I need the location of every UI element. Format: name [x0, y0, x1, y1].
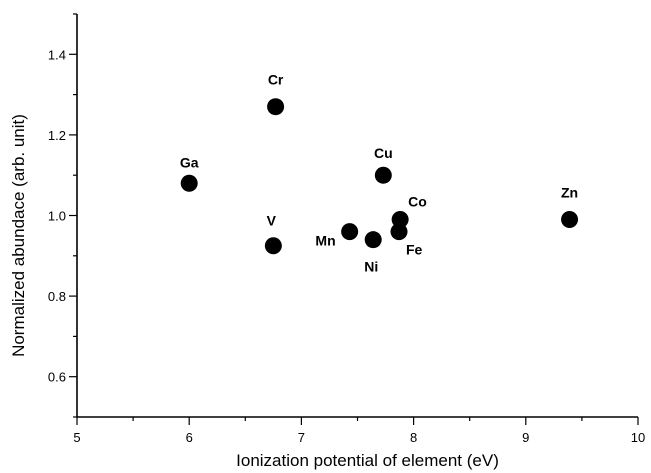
point-label-zn: Zn: [561, 185, 578, 201]
x-tick-label: 8: [410, 430, 417, 445]
point-label-ni: Ni: [364, 259, 378, 275]
point-label-fe: Fe: [406, 242, 423, 258]
y-tick-label: 1.2: [48, 128, 66, 143]
data-point-zn: [561, 211, 579, 229]
data-points: Ga Cr V Mn Ni Cu Co Fe Zn: [180, 72, 578, 275]
data-point-fe: [390, 223, 408, 241]
y-axis-title: Normalized abundace (arb. unit): [9, 114, 28, 357]
x-axis-title: Ionization potential of element (eV): [236, 451, 499, 470]
data-point-cu: [374, 166, 392, 184]
data-point-v: [264, 237, 282, 255]
y-tick-label: 0.8: [48, 289, 66, 304]
data-point-ni: [364, 231, 382, 249]
x-tick-label: 10: [631, 430, 645, 445]
x-tick-label: 7: [298, 430, 305, 445]
x-tick-label: 5: [73, 430, 80, 445]
data-point-mn: [341, 223, 359, 241]
point-label-cu: Cu: [374, 145, 393, 161]
point-label-ga: Ga: [180, 154, 199, 170]
x-tick-label: 9: [522, 430, 529, 445]
y-tick-label: 1.4: [48, 47, 66, 62]
point-label-mn: Mn: [315, 233, 335, 249]
point-label-cr: Cr: [268, 72, 284, 88]
point-label-co: Co: [408, 194, 427, 210]
y-tick-label: 0.6: [48, 370, 66, 385]
x-ticks: 5 6 7 8 9 10: [73, 417, 645, 445]
y-ticks: 0.6 0.8 1.0 1.2 1.4: [48, 13, 77, 418]
point-label-v: V: [267, 213, 277, 229]
data-point-cr: [267, 98, 285, 116]
y-tick-label: 1.0: [48, 209, 66, 224]
axes: [76, 14, 638, 418]
data-point-ga: [180, 174, 198, 192]
x-tick-label: 6: [186, 430, 193, 445]
